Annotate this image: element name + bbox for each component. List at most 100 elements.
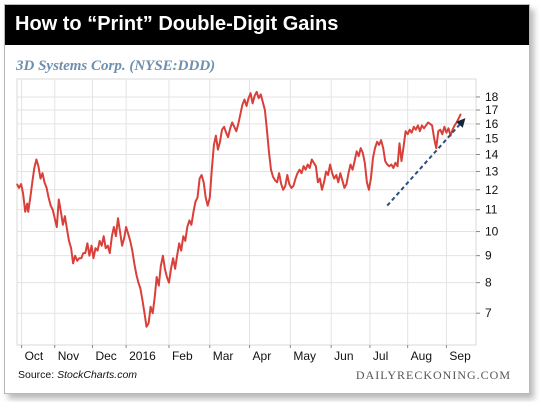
price-point xyxy=(368,189,370,191)
price-point xyxy=(101,245,103,247)
price-point xyxy=(225,132,227,134)
price-point xyxy=(26,203,28,205)
price-point xyxy=(456,121,458,124)
price-point xyxy=(129,240,131,242)
price-point xyxy=(429,123,431,125)
price-point xyxy=(178,242,180,244)
price-point xyxy=(247,97,250,99)
price-point xyxy=(305,169,307,171)
price-point xyxy=(86,242,88,244)
price-point xyxy=(82,252,84,254)
credit-text: DAILYRECKONING.COM xyxy=(355,368,511,382)
price-point xyxy=(80,257,82,259)
price-point xyxy=(460,113,462,115)
price-point xyxy=(70,247,72,249)
price-point xyxy=(192,211,195,213)
price-point xyxy=(400,160,403,162)
source-label: Source: xyxy=(18,369,58,381)
price-point xyxy=(352,169,354,171)
price-point xyxy=(107,245,109,247)
price-point xyxy=(233,126,235,128)
price-point xyxy=(194,200,197,203)
price-point xyxy=(454,124,456,126)
price-point xyxy=(292,185,294,187)
price-point xyxy=(99,240,101,242)
price-point xyxy=(254,95,256,97)
price-point xyxy=(35,158,37,161)
price-point xyxy=(16,183,18,185)
price-point xyxy=(294,178,297,180)
x-axis: Oct Nov Dec 2016 Feb Mar Apr May Jun Jul Aug Sep xyxy=(21,345,471,363)
x-tick-label: Aug xyxy=(411,349,432,363)
price-point xyxy=(54,217,56,219)
price-point xyxy=(213,144,215,146)
price-point xyxy=(219,141,221,143)
price-point xyxy=(364,162,366,164)
price-point xyxy=(92,257,95,259)
price-point xyxy=(174,268,176,270)
price-point xyxy=(180,250,182,252)
price-point xyxy=(252,102,254,104)
price-point xyxy=(372,157,374,159)
price-point xyxy=(284,185,286,187)
price-point xyxy=(333,178,335,180)
chart-title: How to “Print” Double-Digit Gains xyxy=(15,13,339,35)
price-point xyxy=(66,228,68,230)
price-point xyxy=(321,189,323,191)
y-tick-label: 18 xyxy=(485,90,499,104)
price-point xyxy=(84,252,86,254)
price-point xyxy=(405,130,407,132)
price-point xyxy=(339,172,341,174)
price-point xyxy=(362,152,364,154)
price-point xyxy=(396,165,399,167)
price-point xyxy=(52,209,54,211)
price-point xyxy=(209,197,211,199)
price-point xyxy=(170,268,172,270)
price-point xyxy=(272,176,274,178)
x-tick-label: Sep xyxy=(449,349,471,363)
price-point xyxy=(58,198,60,201)
x-tick-label: 2016 xyxy=(129,349,156,363)
price-point xyxy=(388,165,390,167)
price-point xyxy=(337,181,339,183)
price-point xyxy=(407,133,409,135)
y-tick-label: 9 xyxy=(485,249,492,263)
price-point xyxy=(121,245,123,247)
price-point xyxy=(103,235,105,237)
price-point xyxy=(20,183,22,185)
x-tick-label: Jun xyxy=(334,349,353,363)
price-point xyxy=(327,174,329,176)
price-point xyxy=(182,235,184,237)
price-point xyxy=(376,141,378,143)
x-tick-label: Dec xyxy=(95,349,116,363)
price-point xyxy=(288,183,290,185)
price-point xyxy=(403,145,405,148)
price-point xyxy=(156,276,158,278)
price-point xyxy=(76,260,78,262)
price-point xyxy=(22,193,24,195)
price-point xyxy=(37,165,40,167)
price-point xyxy=(205,197,207,199)
price-point xyxy=(115,235,117,237)
price-point xyxy=(148,322,150,324)
price-point xyxy=(243,98,246,101)
price-point xyxy=(341,179,343,181)
price-point xyxy=(329,163,331,166)
price-point xyxy=(421,124,423,126)
price-point xyxy=(298,169,301,171)
price-point xyxy=(409,129,411,131)
price-point xyxy=(260,93,262,95)
price-point xyxy=(154,296,156,298)
price-point xyxy=(109,252,111,254)
price-point xyxy=(245,105,248,107)
price-point xyxy=(166,276,168,278)
price-point xyxy=(315,165,317,167)
price-point xyxy=(196,197,199,199)
price-point xyxy=(186,226,188,228)
price-point xyxy=(215,135,217,137)
price-point xyxy=(143,312,146,314)
price-point xyxy=(229,127,231,129)
price-point xyxy=(68,240,70,242)
price-point xyxy=(398,142,401,144)
